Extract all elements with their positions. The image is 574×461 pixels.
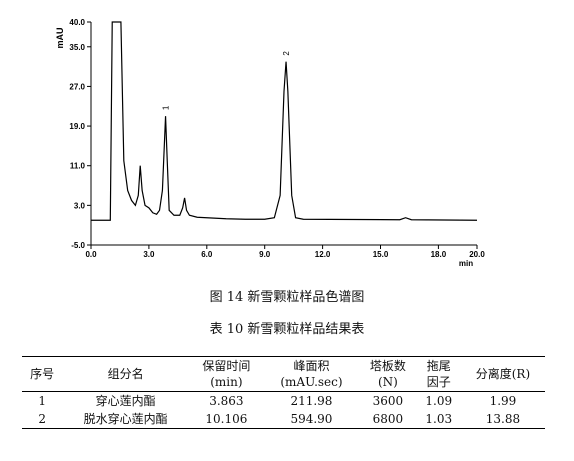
table-cell: 1.99 xyxy=(489,394,517,408)
header-text: 拖尾 xyxy=(426,359,451,373)
x-tick-label: 18.0 xyxy=(431,250,447,259)
table-cell: 13.88 xyxy=(485,412,521,426)
header-text: 塔板数 xyxy=(369,359,406,373)
y-tick-label: 11.0 xyxy=(70,162,86,171)
y-tick-label: -5.0 xyxy=(71,241,85,250)
table-cell: 211.98 xyxy=(290,394,333,408)
header-cell: 峰面积 (mAU.sec) xyxy=(264,357,359,392)
table-cell: 1 xyxy=(38,394,46,408)
table-cell: 1.09 xyxy=(425,394,453,408)
chromatogram: mAU min -5.03.011.019.027.035.040.00.0 3.… xyxy=(55,18,485,268)
header-cell: 保留时间 (min) xyxy=(189,357,264,392)
table-cell: 594.90 xyxy=(290,412,333,426)
y-axis-label: mAU xyxy=(55,27,65,48)
figure-caption: 图 14 新雪颗粒样品色谱图 xyxy=(209,290,365,305)
header-cell: 塔板数 (N) xyxy=(359,357,417,392)
x-tick-label: 20.0 xyxy=(469,250,485,259)
header-row: 序号 组分名 保留时间 (min) 峰面积 (mAU.sec) 塔板数 (N) 拖尾因… xyxy=(22,356,545,392)
header-cell: 序号 xyxy=(22,357,62,392)
table-cell: 穿心莲内酯 xyxy=(95,394,156,408)
table-row: 1 穿心莲内酯 3.863 211.98 3600 1.09 1.99 xyxy=(22,392,545,411)
x-tick-label: 12.0 xyxy=(315,250,331,259)
table-cell: 脱水穿心莲内酯 xyxy=(83,412,168,426)
table-cell: 1.03 xyxy=(425,412,453,426)
peak-label: 2 xyxy=(282,51,291,56)
x-tick-label: 0.0 xyxy=(85,250,97,259)
x-tick-label: 9.0 xyxy=(259,250,271,259)
y-tick-label: 3.0 xyxy=(74,201,86,210)
table-cell: 3.863 xyxy=(209,394,244,408)
peak-label: 1 xyxy=(162,105,171,110)
header-cell: 拖尾 因子 xyxy=(417,357,461,392)
header-text: 分离度(R) xyxy=(475,367,531,381)
table-caption: 表 10 新雪颗粒样品结果表 xyxy=(209,322,365,337)
y-tick-label: 19.0 xyxy=(69,122,85,131)
table-row: 2 脱水穿心莲内酯 10.106 594.90 6800 1.03 13.88 xyxy=(22,410,545,429)
header-text: 序号 xyxy=(30,367,55,381)
header-text: 组分名 xyxy=(107,367,144,381)
header-cell: 组分名 xyxy=(62,357,189,392)
x-axis-label: min xyxy=(459,259,473,268)
trace xyxy=(91,21,478,221)
header-cell: 分离度(R) xyxy=(461,357,545,392)
results-table: 序号 组分名 保留时间 (min) 峰面积 (mAU.sec) 塔板数 (N) 拖尾因… xyxy=(22,356,545,429)
y-tick-label: 27.0 xyxy=(69,82,85,91)
table-cell: 3600 xyxy=(372,394,404,408)
header-text: 因子 xyxy=(426,375,451,389)
header-text: (N) xyxy=(377,375,398,389)
table-cell: 10.106 xyxy=(205,412,248,426)
table-cell: 6800 xyxy=(372,412,404,426)
header-text: 峰面积 xyxy=(293,359,330,373)
header-text: (mAU.sec) xyxy=(280,375,343,389)
header-text: (min) xyxy=(210,375,243,389)
x-tick-label: 3.0 xyxy=(143,250,155,259)
x-tick-label: 15.0 xyxy=(373,250,389,259)
y-tick-label: 40.0 xyxy=(69,18,85,27)
y-tick-label: 35.0 xyxy=(69,43,85,52)
x-tick-label: 6.0 xyxy=(201,250,213,259)
table-body: 1 穿心莲内酯 3.863 211.98 3600 1.09 1.99 2 脱水穿心莲内酯 10.… xyxy=(22,392,545,429)
header-text: 保留时间 xyxy=(202,359,251,373)
table-cell: 2 xyxy=(38,412,46,426)
